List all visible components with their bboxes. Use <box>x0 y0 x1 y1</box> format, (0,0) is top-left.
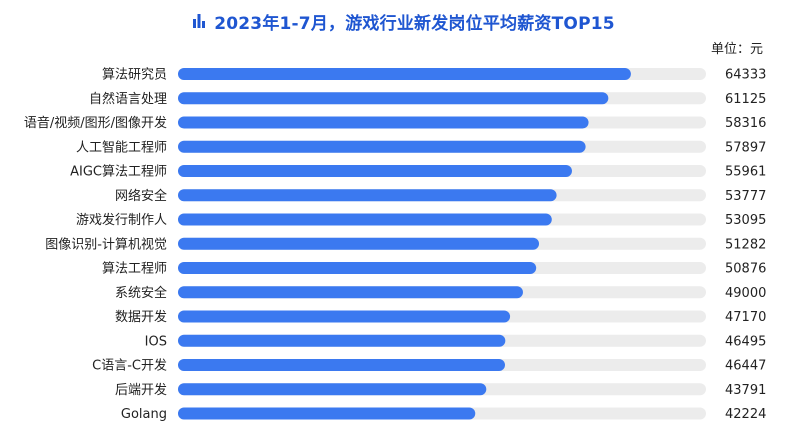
bar-row: 后端开发 43791 <box>115 382 766 398</box>
value-label: 46447 <box>725 359 766 374</box>
value-label: 55961 <box>725 165 766 180</box>
category-label: 自然语言处理 <box>89 91 167 107</box>
unit-label: 单位：元 <box>710 42 763 57</box>
bar <box>178 286 523 299</box>
bar <box>178 359 505 371</box>
category-label: 算法研究员 <box>102 68 167 83</box>
bar <box>178 310 511 323</box>
category-label: 网络安全 <box>115 188 167 204</box>
category-label: 图像识别-计算机视觉 <box>45 237 167 252</box>
value-label: 46495 <box>725 334 766 349</box>
category-label: 数据开发 <box>115 309 167 325</box>
bar <box>178 189 557 202</box>
bar <box>178 213 552 226</box>
bar-row: 网络安全 53777 <box>115 188 766 204</box>
category-label: 后端开发 <box>115 382 167 398</box>
bar <box>178 68 631 80</box>
category-label: Golang <box>121 407 167 422</box>
value-label: 64333 <box>725 68 766 83</box>
value-label: 42224 <box>725 407 766 422</box>
bar-row: 人工智能工程师 57897 <box>76 140 766 155</box>
bar-row: 自然语言处理 61125 <box>89 91 766 107</box>
value-label: 58316 <box>725 116 766 131</box>
bar-row: IOS 46495 <box>145 334 767 349</box>
bar-row: AIGC算法工程师 55961 <box>70 165 766 180</box>
chart-title: 2023年1-7月，游戏行业新发岗位平均薪资TOP15 <box>214 13 615 34</box>
bar <box>178 262 537 274</box>
category-label: IOS <box>145 334 167 349</box>
value-label: 57897 <box>725 140 766 155</box>
category-label: 系统安全 <box>115 285 167 301</box>
category-label: C语言-C开发 <box>92 358 167 374</box>
bar-chart-icon <box>192 14 206 28</box>
value-label: 61125 <box>725 92 766 107</box>
bar <box>178 334 506 347</box>
value-label: 43791 <box>725 383 766 398</box>
bar <box>178 237 540 250</box>
bar <box>178 407 476 420</box>
bar-row: 算法研究员 64333 <box>102 68 766 83</box>
category-label: 人工智能工程师 <box>76 140 167 155</box>
category-label: AIGC算法工程师 <box>70 165 167 180</box>
value-label: 47170 <box>725 310 766 325</box>
chart-title-row: 2023年1-7月，游戏行业新发岗位平均薪资TOP15 <box>0 6 807 36</box>
category-label: 游戏发行制作人 <box>76 212 167 228</box>
bar <box>178 140 586 153</box>
bar <box>178 92 609 105</box>
bar-row: 系统安全 49000 <box>115 285 766 301</box>
bar-row: 图像识别-计算机视觉 51282 <box>45 237 766 252</box>
bar-row: 算法工程师 50876 <box>102 262 766 277</box>
bar <box>178 116 589 129</box>
value-label: 53095 <box>725 213 766 228</box>
bar <box>178 383 487 396</box>
bar-row: C语言-C开发 46447 <box>92 358 766 374</box>
bar-row: 游戏发行制作人 53095 <box>76 212 766 228</box>
category-label: 算法工程师 <box>102 262 167 277</box>
value-label: 51282 <box>725 237 766 252</box>
category-label: 语音/视频/图形/图像开发 <box>24 115 167 131</box>
bar-row: Golang 42224 <box>121 407 766 422</box>
bar <box>178 165 572 177</box>
bar-row: 数据开发 47170 <box>115 309 766 325</box>
bar-row: 语音/视频/图形/图像开发 58316 <box>24 115 767 131</box>
value-label: 53777 <box>725 189 766 204</box>
value-label: 50876 <box>725 262 766 277</box>
value-label: 49000 <box>725 286 766 301</box>
